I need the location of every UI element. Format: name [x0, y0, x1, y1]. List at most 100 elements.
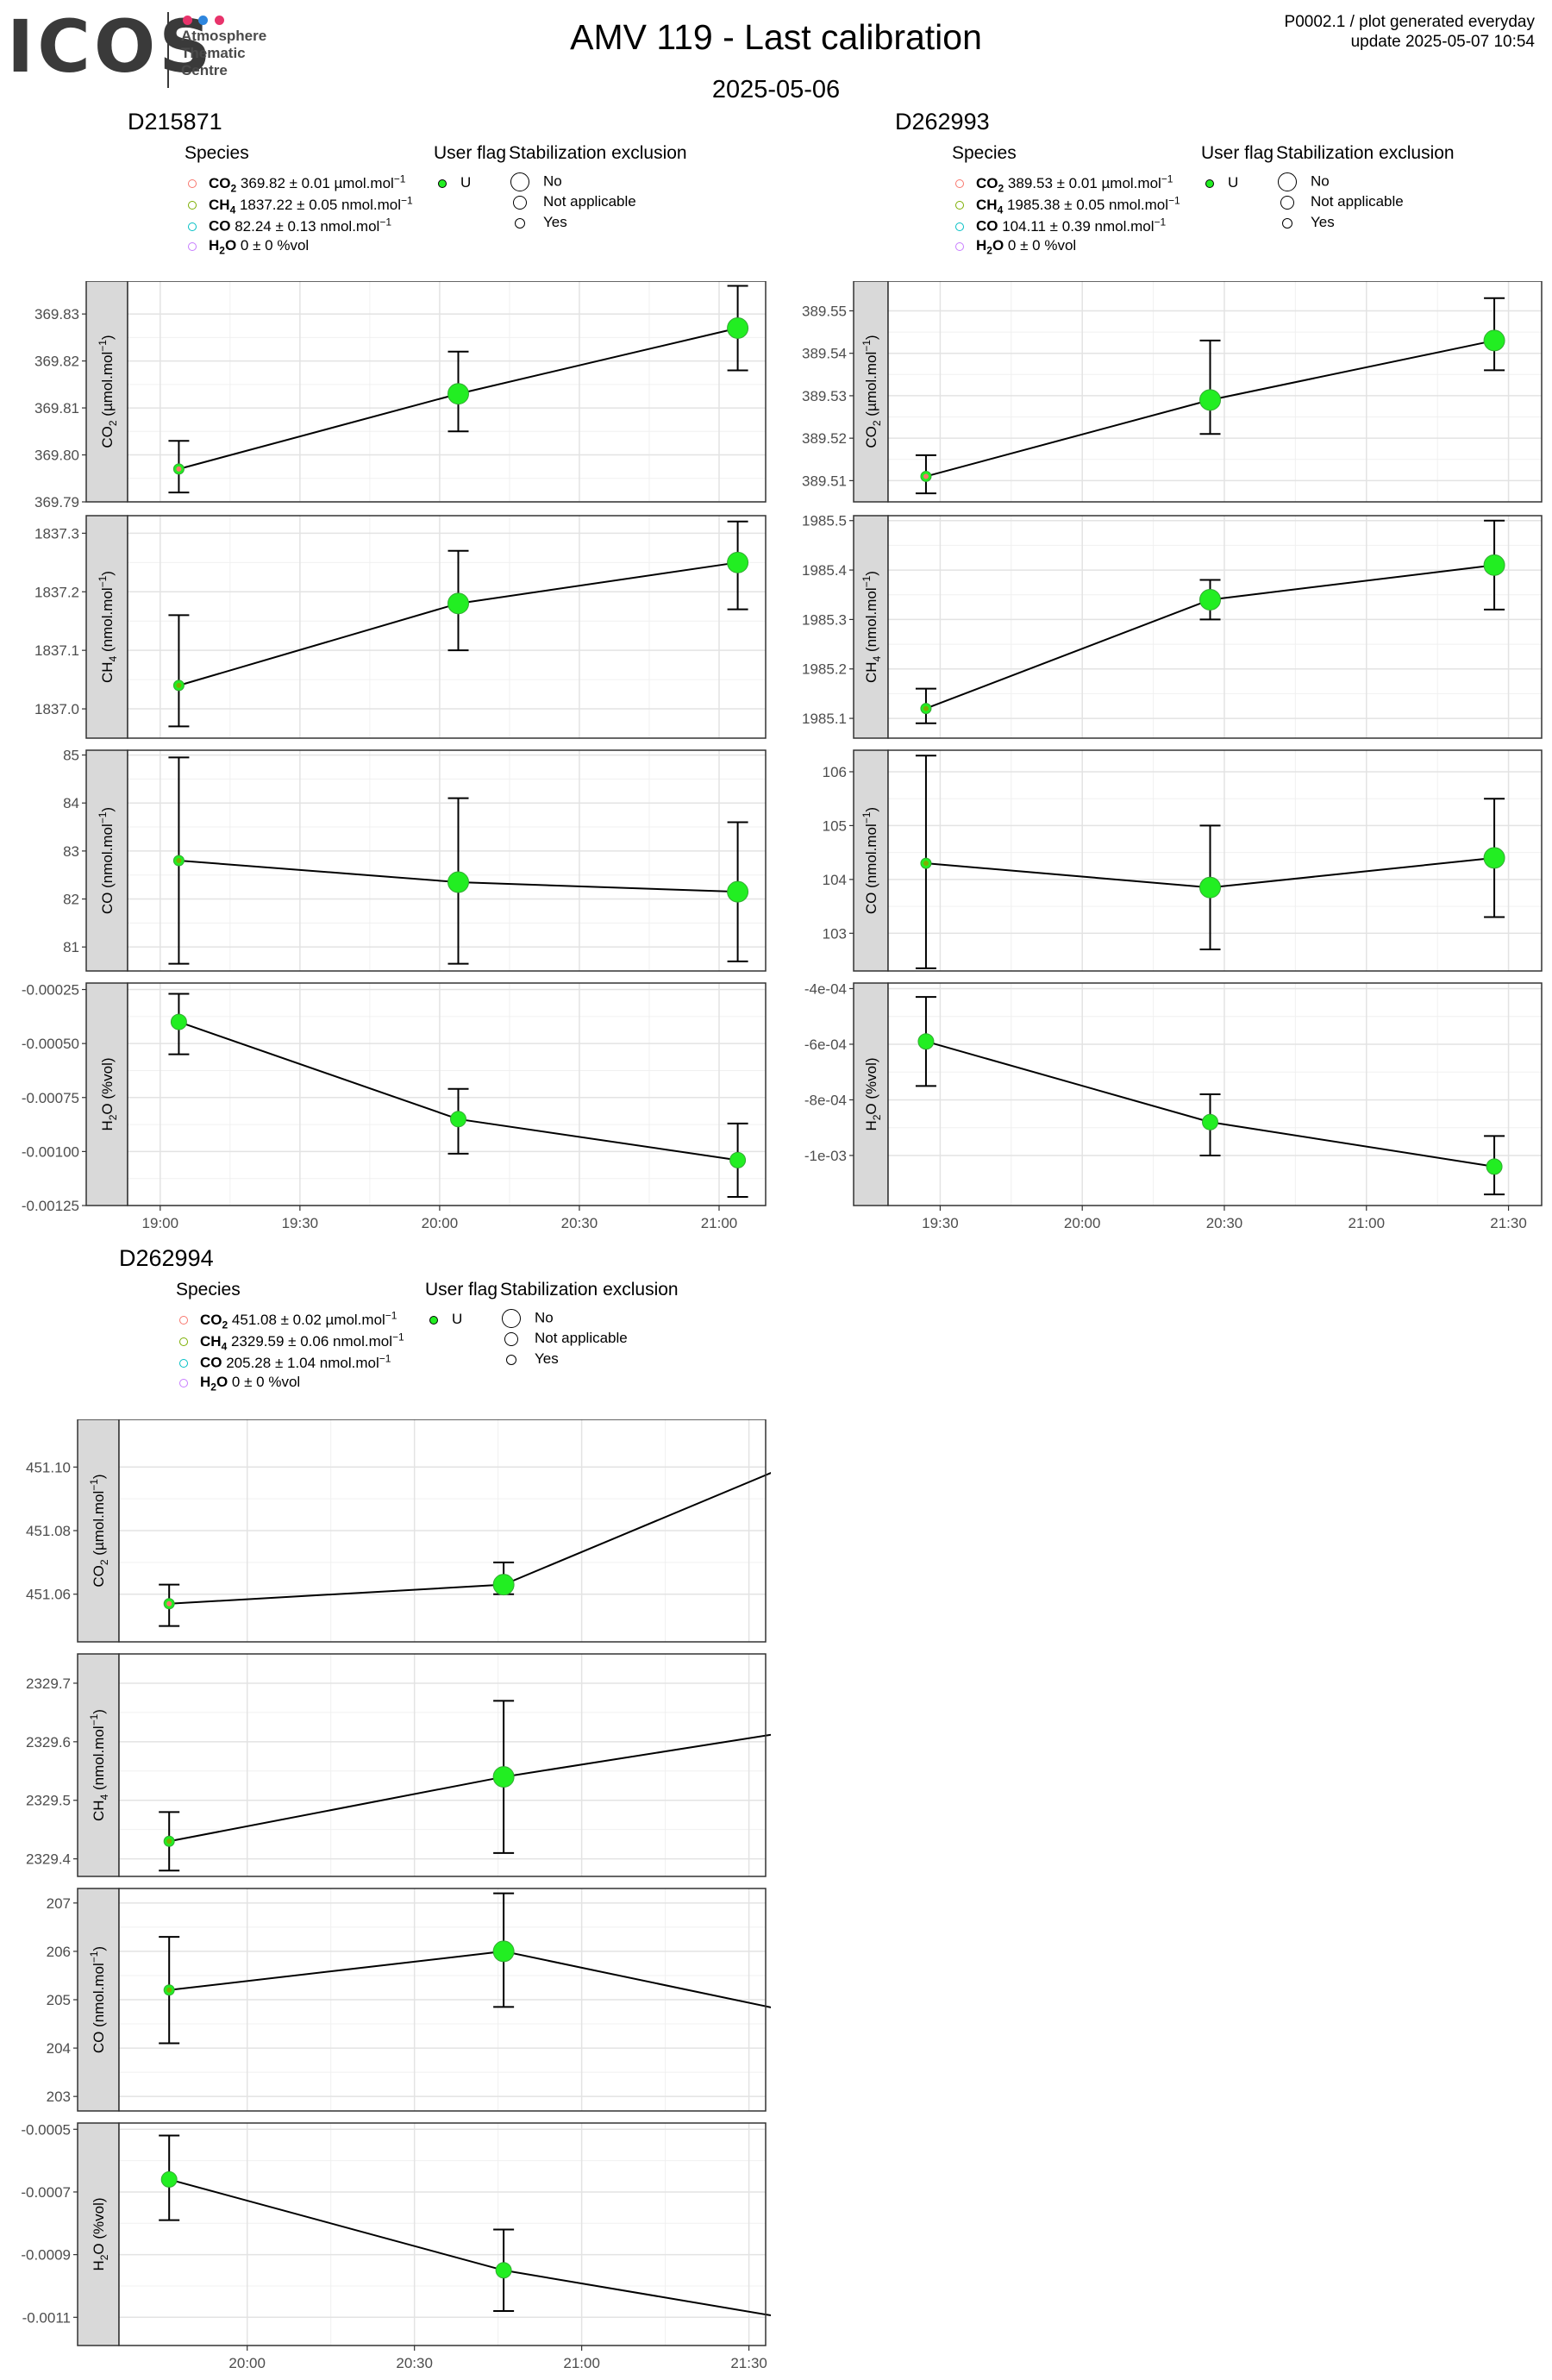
data-point [1486, 1158, 1503, 1175]
y-tick-label: 206 [47, 1944, 71, 1960]
y-tick-label: -6e-04 [804, 1037, 847, 1053]
x-tick-label: 21:00 [563, 2355, 600, 2371]
data-point [447, 871, 470, 893]
panel-strip [77, 2122, 120, 2346]
panel-strip [85, 515, 128, 739]
species-symbol [179, 1378, 188, 1387]
logo-line-2: Thematic [181, 45, 246, 61]
species-symbol [188, 241, 197, 251]
y-tick-label: -0.0009 [21, 2247, 71, 2264]
species-symbol [955, 241, 964, 251]
y-tick-label: 103 [823, 925, 847, 942]
species-value: 369.82 ± 0.01 µmol.mol−1 [236, 172, 406, 191]
species-symbol [955, 179, 964, 189]
logo-line-1: Atmosphere [181, 28, 267, 44]
panel-background [888, 516, 1542, 738]
stabilization-symbol [1280, 196, 1294, 210]
panel-3: H2O (%vol) -1e-03 -8e-04 -6e-04 -4e-04 [804, 980, 1543, 1206]
species-name: CH4 [200, 1332, 228, 1353]
y-tick-label: 369.82 [34, 354, 79, 370]
y-tick-label: -0.00100 [22, 1143, 79, 1160]
panel-strip [77, 1653, 120, 1877]
data-point [727, 880, 749, 903]
panel-strip-label: CO (nmol.mol−1) [88, 1946, 107, 2053]
species-name: CO [200, 1354, 222, 1371]
y-tick-label: 389.54 [802, 346, 847, 362]
stabilization-label: Not applicable [535, 1330, 628, 1346]
user-flag-symbol [429, 1315, 438, 1325]
legend-species-title: Species [176, 1280, 241, 1300]
species-value: 451.08 ± 0.02 µmol.mol−1 [228, 1309, 397, 1328]
y-tick-label: 369.80 [34, 448, 79, 464]
panel-strip-label: CH4 (nmol.mol−1) [88, 1709, 110, 1821]
legend-species-title: Species [952, 143, 1017, 163]
species-symbol [188, 201, 197, 210]
y-tick-label: -0.00125 [22, 1198, 79, 1214]
data-point-core [166, 1987, 172, 1993]
legend-species-item: H2O 0 ± 0 %vol [179, 1374, 300, 1393]
panel-strip-label: H2O (%vol) [863, 1057, 883, 1130]
legend-stabilization-item: Not applicable [1276, 193, 1404, 211]
legend-2: Species User flag Stabilization exclusion C… [78, 1280, 733, 1409]
y-tick-label: 81 [63, 939, 79, 955]
y-tick-label: 2329.7 [26, 1675, 71, 1692]
stabilization-symbol [1278, 172, 1297, 191]
panel-strip [85, 281, 128, 503]
data-point [492, 1766, 515, 1788]
panel-border [127, 982, 767, 1206]
panel-strip-label: CH4 (nmol.mol−1) [860, 571, 883, 683]
panel-border [127, 281, 767, 503]
y-tick-label: 451.06 [26, 1587, 71, 1603]
y-tick-label: 82 [63, 892, 79, 908]
y-tick-label: 2329.6 [26, 1734, 71, 1751]
user-flag-symbol [1205, 178, 1214, 188]
x-tick-label: 21:30 [1490, 1215, 1527, 1231]
y-tick-label: 1837.3 [34, 525, 79, 542]
panel-border [118, 1653, 767, 1877]
legend-species-item: CO2 451.08 ± 0.02 µmol.mol−1 [179, 1309, 397, 1331]
data-point [729, 1151, 747, 1168]
panel-border [118, 1888, 767, 2112]
species-value: 1837.22 ± 0.05 nmol.mol−1 [235, 194, 413, 213]
panel-background [119, 2123, 766, 2346]
species-symbol [188, 179, 197, 189]
data-point-core [176, 466, 182, 472]
x-tick-label: 19:30 [922, 1215, 959, 1231]
y-tick-label: 84 [63, 795, 79, 811]
y-tick-label: -0.0005 [21, 2121, 71, 2138]
legend-species-item: CO 104.11 ± 0.39 nmol.mol−1 [955, 216, 1166, 235]
error-bar [168, 614, 190, 728]
panel-strip-label: H2O (%vol) [91, 2197, 110, 2270]
chart-svg-2: CO2 (µmol.mol−1) 451.06 451.08 451.10 CH4 (n… [21, 1419, 771, 2371]
species-value: 205.28 ± 1.04 nmol.mol−1 [222, 1352, 391, 1371]
x-tick-label: 19:30 [282, 1215, 319, 1231]
error-bar [1199, 339, 1221, 435]
species-value: 2329.59 ± 0.06 nmol.mol−1 [227, 1331, 404, 1350]
data-point-core [166, 1838, 172, 1845]
y-tick-label: 389.53 [802, 388, 847, 404]
chart-svg-0: CO2 (µmol.mol−1) 369.79 369.80 369.81 369.82… [22, 281, 767, 1231]
y-tick-label: 204 [47, 2040, 71, 2057]
y-tick-label: 389.51 [802, 473, 847, 489]
legend-stabilization-item: Yes [500, 1350, 559, 1368]
data-point [170, 1013, 187, 1030]
stabilization-symbol [506, 1355, 516, 1366]
data-point [492, 1574, 515, 1596]
stabilization-label: Not applicable [543, 193, 636, 210]
x-tick-label: 21:00 [701, 1215, 738, 1231]
y-tick-label: -1e-03 [804, 1148, 847, 1164]
species-value: 1985.38 ± 0.05 nmol.mol−1 [1003, 194, 1180, 213]
data-point-core [923, 473, 929, 479]
species-name: H2O [976, 237, 1004, 257]
stabilization-label: No [535, 1309, 554, 1326]
user-flag-label: U [452, 1311, 463, 1327]
species-value: 389.53 ± 0.01 µmol.mol−1 [1004, 172, 1173, 191]
legend-species-item: CO 82.24 ± 0.13 nmol.mol−1 [188, 216, 391, 235]
legend-user-flag-title: User flag [425, 1280, 498, 1300]
legend-user-flag-item: U [438, 174, 471, 191]
legend-stabilization-item: Yes [509, 214, 567, 232]
legend-stabilization-item: Yes [1276, 214, 1335, 232]
panel-3: H2O (%vol) -0.00125 -0.00100 -0.00075 -0.000… [22, 982, 767, 1214]
data-point [727, 551, 749, 573]
user-flag-label: U [460, 174, 472, 191]
